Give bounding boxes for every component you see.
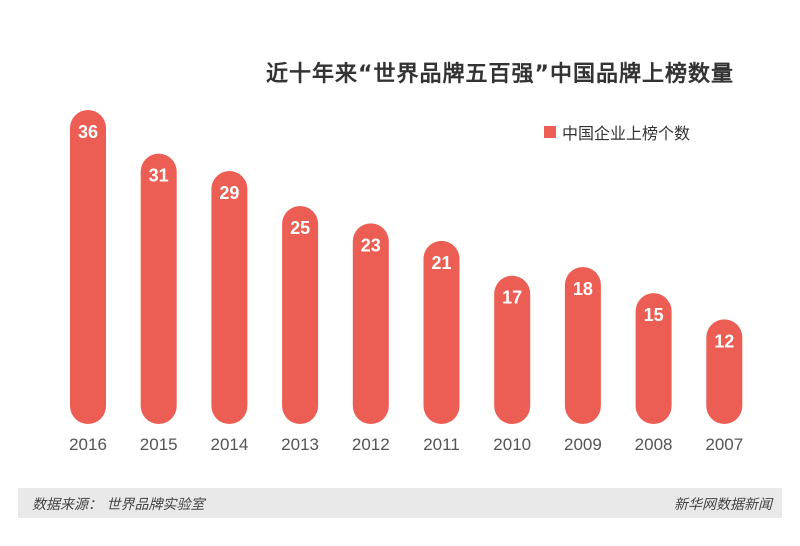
data-label-2014: 29 xyxy=(219,183,239,203)
chart-title: 近十年来“世界品牌五百强”中国品牌上榜数量 xyxy=(266,62,734,87)
x-tick-2007: 2007 xyxy=(705,435,743,454)
data-label-2007: 12 xyxy=(714,331,734,351)
legend-swatch xyxy=(544,126,556,138)
bar-2013 xyxy=(282,205,319,424)
bar-2016 xyxy=(70,110,106,424)
data-label-2016: 36 xyxy=(78,122,98,142)
x-tick-2012: 2012 xyxy=(352,435,390,454)
x-tick-2016: 2016 xyxy=(69,435,107,454)
x-tick-2015: 2015 xyxy=(140,435,178,454)
bar-2008 xyxy=(635,293,672,424)
x-tick-2014: 2014 xyxy=(210,435,248,454)
data-label-2013: 25 xyxy=(290,218,310,238)
data-label-2011: 21 xyxy=(431,253,451,273)
bar-2012 xyxy=(352,223,389,424)
bar-2010 xyxy=(494,275,531,424)
x-tick-2009: 2009 xyxy=(564,435,602,454)
source-footer: 数据来源： 世界品牌实验室 新华网数据新闻 xyxy=(18,488,782,518)
x-tick-2011: 2011 xyxy=(423,435,460,454)
legend: 中国企业上榜个数 xyxy=(544,120,690,144)
data-label-2008: 15 xyxy=(644,305,664,325)
x-tick-2010: 2010 xyxy=(493,435,531,454)
source-note: 数据来源： 世界品牌实验室 xyxy=(32,497,205,513)
data-label-2010: 17 xyxy=(502,288,522,308)
bar-chart: 36 2016 31 2015 29 2014 25 2013 23 2012 21 2011 17 20… xyxy=(69,110,743,454)
bar-2009 xyxy=(564,267,601,424)
bar-2007 xyxy=(706,319,743,424)
bar-2015 xyxy=(140,153,177,424)
bar-2011 xyxy=(423,240,460,424)
x-tick-2008: 2008 xyxy=(635,435,673,454)
data-label-2009: 18 xyxy=(573,279,593,299)
credit-note: 新华网数据新闻 xyxy=(674,497,772,513)
data-label-2012: 23 xyxy=(361,235,381,255)
x-tick-2013: 2013 xyxy=(281,435,319,454)
bar-2014 xyxy=(211,171,248,424)
data-label-2015: 31 xyxy=(149,166,169,186)
legend-label: 中国企业上榜个数 xyxy=(562,124,691,143)
